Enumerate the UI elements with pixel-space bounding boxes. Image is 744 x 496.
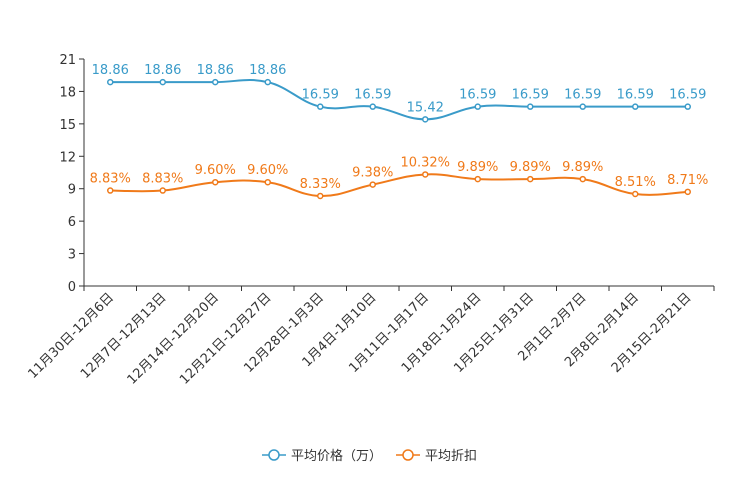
data-point [212, 178, 219, 186]
data-label: 16.59 [512, 88, 549, 103]
data-label: 18.86 [197, 63, 234, 78]
data-point [632, 103, 639, 110]
y-tick-label: 3 [68, 248, 76, 263]
data-point [159, 187, 166, 194]
data-point [159, 78, 166, 86]
legend-label: 平均价格（万） [291, 448, 382, 464]
data-label: 9.89% [457, 160, 498, 175]
data-point [684, 188, 691, 196]
data-label: 16.59 [459, 88, 496, 103]
data-label: 16.59 [564, 88, 601, 103]
data-label: 10.32% [400, 155, 450, 170]
x-tick-label: 12月14日-12月20日 [125, 290, 222, 387]
data-label: 8.51% [615, 175, 656, 190]
data-point [212, 78, 219, 86]
data-point [579, 175, 586, 183]
y-tick-label: 12 [59, 150, 76, 165]
series-line [110, 78, 688, 121]
legend-marker-icon [268, 449, 280, 461]
data-point [369, 103, 376, 110]
data-point [422, 171, 429, 178]
data-label: 8.83% [90, 172, 131, 187]
y-tick-label: 15 [59, 118, 76, 133]
data-point [632, 190, 639, 198]
x-tick-label: 11月30日-12月6日 [25, 290, 117, 382]
data-point [264, 178, 271, 186]
data-point [422, 116, 429, 123]
data-point [684, 103, 691, 110]
y-tick-label: 0 [68, 280, 76, 295]
data-label: 8.71% [667, 173, 708, 188]
y-tick-label: 9 [68, 183, 76, 198]
data-point [527, 175, 534, 183]
y-tick-label: 18 [59, 85, 76, 100]
data-label: 9.60% [195, 163, 236, 178]
data-label: 16.59 [617, 88, 654, 103]
data-point [474, 103, 481, 110]
series-line [110, 173, 688, 197]
y-axis: 0 3 6 9 12 15 18 21 [59, 53, 85, 295]
y-tick-label: 6 [68, 215, 76, 230]
data-label: 18.86 [92, 63, 129, 78]
data-label: 18.86 [144, 63, 181, 78]
x-tick-label: 12月21日-12月27日 [177, 290, 274, 387]
series-1: 18.86 18.86 18.86 18.86 16.59 16.59 15.42 16.59… [92, 63, 706, 123]
legend: 平均价格（万） 平均折扣 [262, 448, 477, 464]
data-point [107, 78, 114, 86]
data-point [317, 103, 324, 110]
data-label: 9.89% [562, 160, 603, 175]
data-label: 16.59 [669, 88, 706, 103]
data-label: 8.33% [300, 177, 341, 192]
data-point [107, 187, 114, 194]
data-point [527, 103, 534, 110]
legend-marker-icon [402, 449, 414, 461]
x-axis: 11月30日-12月6日12月7日-12月13日12月14日-12月20日12月… [25, 285, 715, 388]
data-label: 18.86 [249, 63, 286, 78]
data-point [317, 192, 324, 200]
data-label: 16.59 [302, 88, 339, 103]
data-point [369, 181, 376, 188]
data-point [579, 103, 586, 110]
data-label: 16.59 [354, 88, 391, 103]
data-point [264, 78, 271, 86]
data-label: 9.60% [247, 163, 288, 178]
data-label: 9.89% [510, 160, 551, 175]
data-point [474, 175, 481, 183]
data-label: 15.42 [407, 100, 444, 115]
series-2: 8.83% 8.83% 9.60% 9.60% 8.33% 9.38% 10.32% 9.89… [90, 155, 708, 200]
series-layer: 18.86 18.86 18.86 18.86 16.59 16.59 15.42 16.59… [90, 63, 708, 200]
legend-item-2: 平均折扣 [396, 449, 477, 464]
legend-label: 平均折扣 [425, 449, 477, 464]
y-tick-label: 21 [59, 53, 76, 68]
legend-item-1: 平均价格（万） [262, 448, 382, 464]
data-label: 8.83% [142, 172, 183, 187]
data-label: 9.38% [352, 166, 393, 181]
